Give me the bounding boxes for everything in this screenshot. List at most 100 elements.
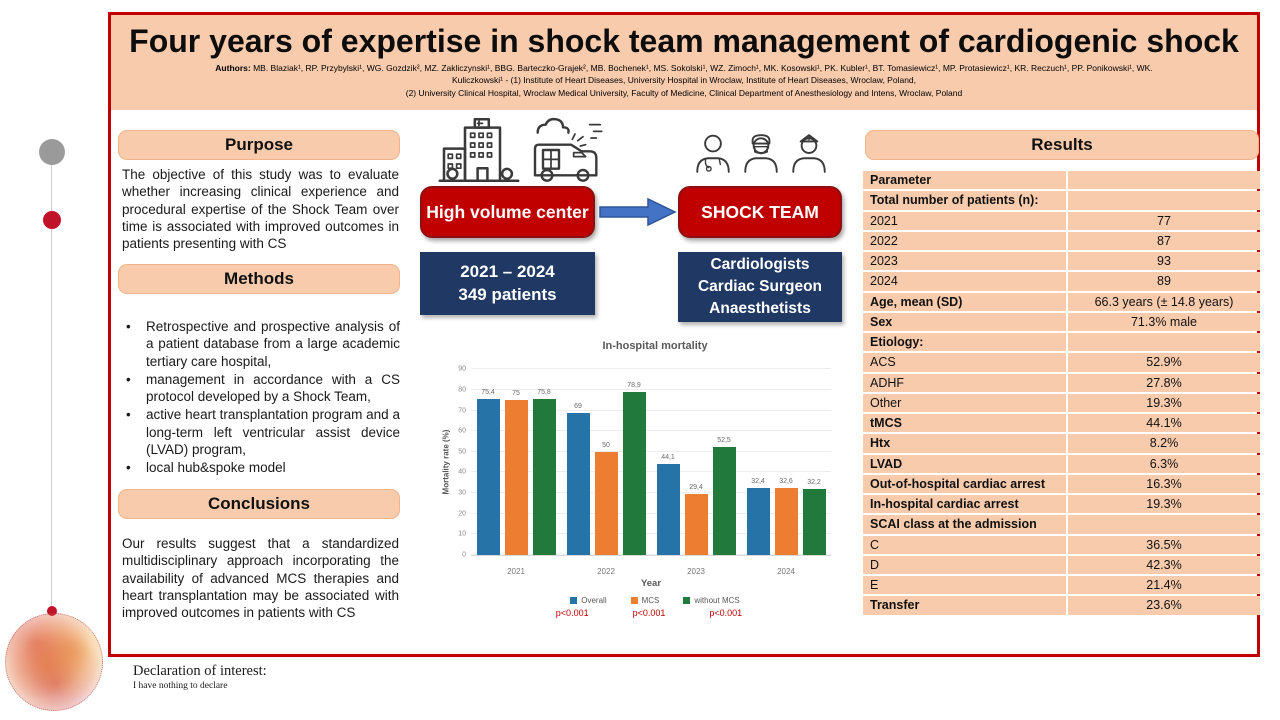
bar-value-label: 32,4 [751, 478, 765, 486]
p-value-label: p<0.001 [555, 608, 589, 618]
value-cell: 87 [1068, 231, 1260, 250]
bar-overall-2022: 69 [566, 403, 590, 555]
purpose-text: The objective of this study was to evalu… [122, 167, 399, 252]
table-row: In-hospital cardiac arrest 19.3% [863, 495, 1260, 514]
chart-legend: Overall MCS without MCS [465, 596, 845, 605]
param-cell: 2024 [863, 272, 1066, 291]
high-volume-center-box: High volume center [420, 186, 595, 238]
p-value-label: p<0.001 [632, 608, 666, 618]
team-icons-group [692, 122, 830, 184]
legend-label: MCS [641, 596, 660, 605]
authors-block: Authors: MB. Blaziak¹, RP. Przybylski¹, … [111, 62, 1257, 99]
authors-label: Authors: [215, 63, 251, 73]
table-row: tMCS 44.1% [863, 414, 1260, 433]
chart-y-tick-label: 30 [458, 489, 466, 497]
table-row: 2021 77 [863, 211, 1260, 230]
study-period-patients: 349 patients [458, 284, 557, 304]
watercolor-ball-decoration [5, 613, 103, 711]
chart-y-tick-label: 40 [458, 468, 466, 476]
chart-gridline [471, 512, 831, 514]
chart-y-tick-label: 80 [458, 386, 466, 394]
param-cell: Out-of-hospital cardiac arrest [863, 474, 1066, 493]
bar-value-label: 32,2 [807, 478, 821, 486]
team-line-anaesthetists: Anaesthetists [709, 299, 811, 317]
value-cell: 21.4% [1068, 576, 1260, 595]
shock-team-box: SHOCK TEAM [678, 186, 842, 238]
value-cell: 36.5% [1068, 535, 1260, 554]
legend-label: without MCS [694, 596, 740, 605]
bar-mcs-2023: 29,4 [684, 484, 708, 555]
param-cell: ADHF [863, 373, 1066, 392]
conclusions-text: Our results suggest that a standardized … [122, 536, 399, 621]
team-composition-box: Cardiologists Cardiac Surgeon Anaestheti… [678, 252, 842, 322]
chart-y-tick-label: 70 [458, 407, 466, 415]
legend-item-mcs: MCS [630, 596, 660, 605]
study-period-box: 2021 – 2024 349 patients [420, 252, 595, 315]
team-line-cardiac-surgeon: Cardiac Surgeon [697, 278, 823, 296]
conclusions-section-header: Conclusions [118, 489, 400, 519]
table-row: 2024 89 [863, 272, 1260, 291]
rail-gray-dot [39, 139, 65, 165]
param-cell: Transfer [863, 596, 1066, 615]
value-cell: 93 [1068, 252, 1260, 271]
bar-overall-2023: 44,1 [656, 454, 680, 555]
table-row: Htx 8.2% [863, 434, 1260, 453]
value-cell: 6.3% [1068, 454, 1260, 473]
bar-mcs-2021: 75 [504, 390, 528, 555]
value-cell [1068, 515, 1260, 534]
table-row: E 21.4% [863, 576, 1260, 595]
table-row: Etiology: [863, 333, 1260, 352]
table-row: LVAD 6.3% [863, 454, 1260, 473]
legend-swatch-icon [683, 597, 691, 604]
surgeon-icon [740, 122, 782, 184]
chart-gridline [471, 430, 831, 432]
rail-line [51, 152, 52, 614]
methods-section-header: Methods [118, 264, 400, 294]
methods-list: Retrospective and prospective analysis o… [120, 318, 400, 477]
doctor-icon [692, 122, 734, 184]
param-cell: D [863, 555, 1066, 574]
chart-gridline [471, 533, 831, 535]
rail-red-dot [43, 211, 61, 229]
authors-line3: (2) University Clinical Hospital, Wrocla… [405, 87, 963, 98]
value-cell: 19.3% [1068, 393, 1260, 412]
param-cell: 2023 [863, 252, 1066, 271]
bar-without-mcs-2023: 52,5 [712, 437, 736, 555]
bar-group-2023: 44,1 29,4 52,5 [651, 359, 741, 555]
chart-y-tick-label: 90 [458, 365, 466, 373]
chart-gridline [471, 471, 831, 473]
value-cell: 19.3% [1068, 495, 1260, 514]
bar-mcs-2024: 32,6 [774, 478, 798, 555]
value-cell [1068, 171, 1260, 190]
table-row: Sex 71.3% male [863, 312, 1260, 331]
legend-label: Overall [581, 596, 607, 605]
value-cell: 16.3% [1068, 474, 1260, 493]
nurse-icon [788, 122, 830, 184]
bar-value-label: 29,4 [689, 484, 703, 492]
value-cell: 66.3 years (± 14.8 years) [1068, 292, 1260, 311]
table-row: Out-of-hospital cardiac arrest 16.3% [863, 474, 1260, 493]
ambulance-icon [527, 115, 607, 185]
methods-bullet: active heart transplantation program and… [120, 406, 400, 458]
methods-bullet: Retrospective and prospective analysis o… [120, 318, 400, 370]
methods-bullet: local hub&spoke model [120, 459, 400, 477]
param-cell: Age, mean (SD) [863, 292, 1066, 311]
bar-value-label: 32,6 [779, 477, 793, 485]
bar-overall-2021: 75,4 [476, 389, 500, 555]
chart-y-axis-label: Mortality rate (%) [441, 429, 451, 495]
value-cell [1068, 333, 1260, 352]
legend-item-without-mcs: without MCS [683, 596, 740, 605]
authors-line1: MB. Blaziak¹, RP. Przybylski¹, WG. Gozdz… [250, 63, 1153, 73]
chart-y-tick-label: 0 [462, 551, 466, 559]
bar-group-2024: 32,4 32,6 32,2 [741, 359, 831, 555]
value-cell: 27.8% [1068, 373, 1260, 392]
table-row: 2022 87 [863, 231, 1260, 250]
bar-value-label: 69 [574, 402, 582, 410]
value-cell: 89 [1068, 272, 1260, 291]
study-period-years: 2021 – 2024 [460, 261, 555, 281]
value-cell: 44.1% [1068, 414, 1260, 433]
methods-bullet: management in accordance with a CS proto… [120, 371, 400, 406]
value-cell [1068, 191, 1260, 210]
bar-without-mcs-2022: 78,9 [622, 382, 646, 555]
chart-y-tick-label: 20 [458, 510, 466, 518]
